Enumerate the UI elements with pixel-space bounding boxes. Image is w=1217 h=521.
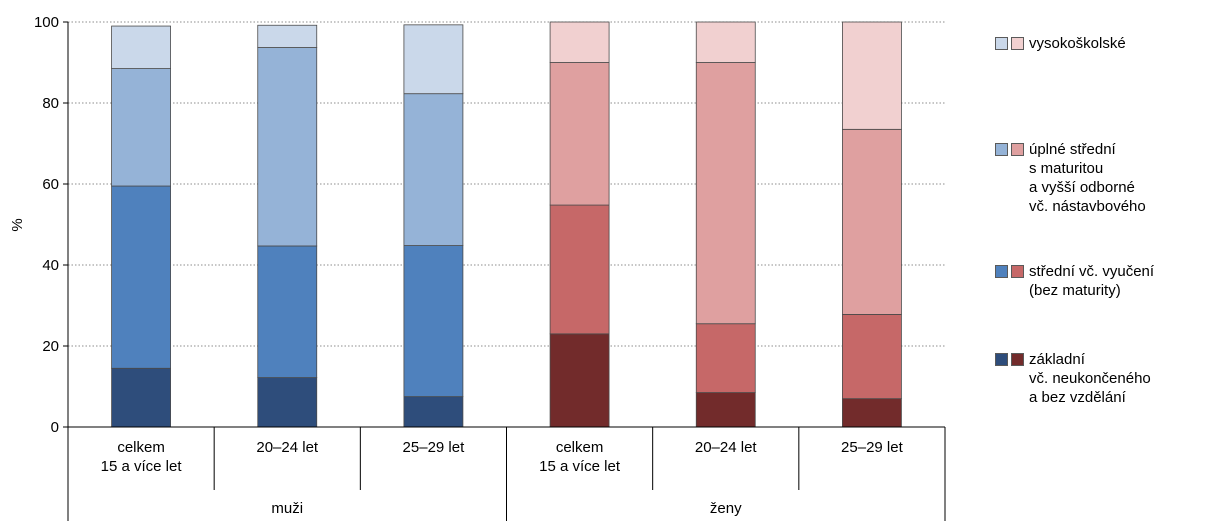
bar-segment-5-1 [842,314,902,400]
stacked-bar-chart: 0 20 40 60 80 100 celkem 15 a více let 20–24 le… [9,14,946,521]
bar-segment-3-3 [549,21,610,63]
bar-segment-4-0 [695,392,756,428]
legend-label: vysokoškolské [1029,35,1126,52]
bar-segment-1-3 [257,24,318,48]
y-tick-label-100: 100 [34,14,59,31]
bar-segment-4-2 [695,62,756,325]
bar-segment-1-2 [257,47,318,247]
category-label-3: celkem 15 a více let [539,439,621,475]
category-label-4: 20–24 let [695,439,758,456]
legend-swatch [995,37,1008,50]
bar-segment-0-2 [111,68,171,187]
category-label-2: 25–29 let [403,439,466,456]
y-tick-label-60: 60 [42,176,59,193]
legend: vysokoškolské úplné střední s maturitou a… [995,0,1217,521]
gridlines [68,21,945,347]
legend-swatch [995,353,1008,366]
axes [63,21,946,521]
legend-label: základní vč. neukončeného a bez vzdělání [1029,351,1151,406]
bar-segment-3-0 [549,333,610,428]
category-label-1: 20–24 let [256,439,319,456]
bar-segment-4-1 [695,323,756,393]
y-axis-label: % [9,218,26,231]
legend-item-1: úplné střední s maturitou a vyšší odborn… [995,140,1146,216]
legend-swatch [1011,37,1024,50]
legend-swatch [1011,265,1024,278]
bar-segment-0-1 [111,185,171,369]
legend-item-0: vysokoškolské [995,34,1126,53]
bar-segment-2-2 [403,93,464,246]
legend-item-3: základní vč. neukončeného a bez vzdělání [995,350,1151,407]
bar-segment-2-0 [403,396,464,428]
y-tick-label-80: 80 [42,95,59,112]
bar-segment-1-0 [257,377,318,428]
legend-item-2: střední vč. vyučení (bez maturity) [995,262,1154,300]
bar-segment-5-3 [842,21,902,130]
y-tick-label-20: 20 [42,338,59,355]
bar-segment-2-1 [403,245,464,398]
legend-label: střední vč. vyučení (bez maturity) [1029,263,1155,299]
bar-segment-0-3 [111,25,171,69]
category-labels: celkem 15 a více let 20–24 let 25–29 let cel… [101,439,904,517]
y-tick-label-40: 40 [42,257,59,274]
legend-swatch [995,143,1008,156]
legend-swatch [1011,143,1024,156]
legend-swatch [1011,353,1024,366]
group-label-1: ženy [710,500,742,517]
category-label-0: celkem 15 a více let [101,439,183,475]
bar-segment-0-0 [111,367,171,428]
bar-segment-3-1 [549,204,610,335]
y-tick-labels: 0 20 40 60 80 100 [34,14,59,436]
category-label-5: 25–29 let [841,439,904,456]
bar-segment-3-2 [549,62,610,206]
y-tick-label-0: 0 [51,419,59,436]
legend-label: úplné střední s maturitou a vyšší odborn… [1029,141,1146,215]
bar-segment-5-0 [842,398,902,428]
bars [111,21,902,428]
bar-segment-2-3 [403,24,464,95]
bar-segment-4-3 [695,21,756,63]
bar-segment-5-2 [842,128,902,315]
bar-segment-1-1 [257,245,318,378]
legend-swatch [995,265,1008,278]
group-label-0: muži [271,500,303,517]
